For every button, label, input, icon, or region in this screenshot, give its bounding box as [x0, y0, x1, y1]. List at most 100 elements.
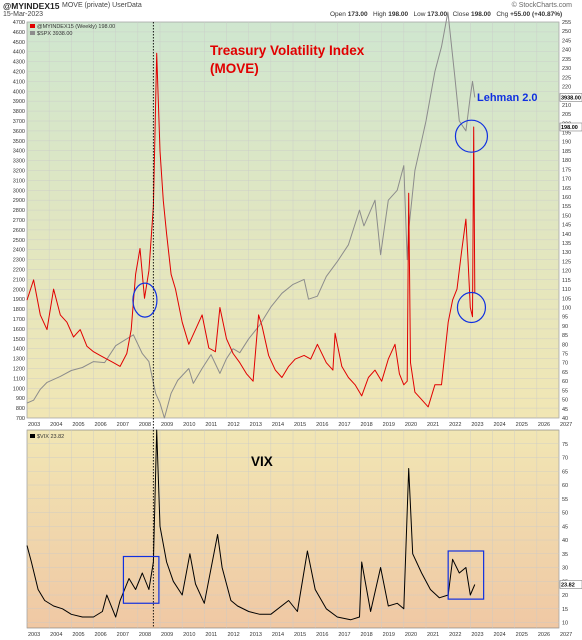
top-x-tick-label: 2006	[95, 422, 107, 428]
move-series-line	[26, 52, 476, 408]
chg-label: Chg	[496, 11, 509, 18]
bottom-x-tick-label: 2013	[250, 632, 262, 638]
y-left-tick-label: 1500	[13, 337, 25, 343]
y-left-tick-label: 4200	[13, 70, 25, 76]
top-x-tick-label: 2014	[272, 422, 284, 428]
open-label: Open	[330, 11, 346, 18]
legend-entry: $SPX 3938.00	[37, 31, 72, 37]
y-right-tick-label: 230	[562, 66, 571, 72]
top-x-tick-label: 2016	[316, 422, 328, 428]
vix-y-tick-label: 45	[562, 524, 568, 530]
last-value-tag: 198.00	[561, 125, 578, 131]
spx-series-line	[26, 11, 476, 419]
top-x-tick-label: 2020	[405, 422, 417, 428]
top-x-tick-label: 2015	[294, 422, 306, 428]
y-right-tick-label: 235	[562, 57, 571, 63]
top-x-tick-label: 2023	[471, 422, 483, 428]
top-x-tick-label: 2018	[361, 422, 373, 428]
y-left-tick-label: 4300	[13, 60, 25, 66]
y-right-tick-label: 160	[562, 195, 571, 201]
top-x-tick-label: 2026	[538, 422, 550, 428]
bottom-x-tick-label: 2008	[139, 632, 151, 638]
vix-y-tick-label: 35	[562, 552, 568, 558]
y-left-tick-label: 2600	[13, 228, 25, 234]
y-right-tick-label: 50	[562, 398, 568, 404]
y-left-tick-label: 3700	[13, 119, 25, 125]
y-right-tick-label: 145	[562, 223, 571, 229]
annotation-lehman: Lehman 2.0	[477, 92, 538, 104]
top-x-tick-label: 2005	[72, 422, 84, 428]
y-right-tick-label: 110	[562, 287, 571, 293]
y-right-tick-label: 140	[562, 232, 571, 238]
annotation-circle-2023-low	[456, 291, 487, 324]
annotation-box-vix-2023	[447, 550, 485, 600]
y-right-tick-label: 205	[562, 112, 571, 118]
y-left-tick-label: 2700	[13, 218, 25, 224]
bottom-x-tick-label: 2020	[405, 632, 417, 638]
bottom-x-tick-label: 2015	[294, 632, 306, 638]
bottom-x-tick-label: 2021	[427, 632, 439, 638]
bottom-x-tick-label: 2003	[28, 632, 40, 638]
y-right-tick-label: 80	[562, 342, 568, 348]
bottom-x-tick-label: 2022	[449, 632, 461, 638]
y-right-tick-label: 165	[562, 186, 571, 192]
date-label: 15-Mar-2023	[3, 11, 44, 18]
vix-series-line	[26, 429, 476, 621]
bottom-x-tick-label: 2024	[494, 632, 506, 638]
close-value: 198.00	[471, 11, 491, 18]
vix-y-tick-label: 10	[562, 621, 568, 627]
chart-header: @MYINDEX15 MOVE (private) UserData 15-Ma…	[0, 0, 582, 22]
y-left-tick-label: 2000	[13, 287, 25, 293]
vix-legend-swatch	[30, 434, 35, 438]
y-right-tick-label: 185	[562, 149, 571, 155]
y-left-tick-label: 700	[16, 416, 25, 422]
close-label: Close	[452, 11, 470, 18]
y-left-tick-label: 2400	[13, 248, 25, 254]
y-right-tick-label: 55	[562, 388, 568, 394]
top-x-tick-label: 2025	[516, 422, 528, 428]
ohlc-readout: Open 173.00 High 198.00 Low 173.00 Close…	[330, 11, 562, 18]
y-right-tick-label: 120	[562, 269, 571, 275]
y-right-tick-label: 90	[562, 324, 568, 330]
vix-y-tick-label: 40	[562, 538, 568, 544]
last-value-tag: 3938.00	[561, 95, 581, 101]
vix-y-tick-label: 50	[562, 511, 568, 517]
y-right-tick-label: 75	[562, 352, 568, 358]
y-right-tick-label: 85	[562, 333, 568, 339]
y-right-tick-label: 70	[562, 361, 568, 367]
y-left-tick-label: 900	[16, 396, 25, 402]
top-x-tick-label: 2027	[560, 422, 572, 428]
y-right-tick-label: 210	[562, 103, 571, 109]
symbol-description: MOVE (private) UserData	[62, 2, 142, 9]
top-x-tick-label: 2008	[139, 422, 151, 428]
y-left-tick-label: 2200	[13, 268, 25, 274]
y-right-tick-label: 45	[562, 407, 568, 413]
y-left-tick-label: 4700	[13, 20, 25, 26]
y-left-tick-label: 1100	[13, 376, 25, 382]
y-left-tick-label: 1600	[13, 327, 25, 333]
vix-y-tick-label: 60	[562, 483, 568, 489]
vix-legend-entry: $VIX 23.82	[37, 434, 64, 440]
y-left-tick-label: 3800	[13, 109, 25, 115]
y-left-tick-label: 2900	[13, 198, 25, 204]
stockcharts-watermark: © StockCharts.com	[511, 2, 572, 9]
bottom-x-tick-label: 2009	[161, 632, 173, 638]
y-right-tick-label: 195	[562, 131, 571, 137]
y-right-tick-label: 125	[562, 259, 571, 265]
bottom-x-tick-label: 2006	[95, 632, 107, 638]
last-value-tag-box	[559, 93, 582, 102]
gridlines	[26, 21, 560, 628]
vix-last-value-tag: 23.82	[561, 582, 575, 588]
legend-entry: @MYINDEX15 (Weekly) 198.00	[37, 24, 115, 30]
annotation-title-line1: Treasury Volatility Index	[210, 43, 365, 58]
y-right-tick-label: 250	[562, 29, 571, 35]
y-left-tick-label: 3300	[13, 159, 25, 165]
top-x-tick-label: 2017	[338, 422, 350, 428]
y-right-tick-label: 60	[562, 379, 568, 385]
low-value: 173.00	[427, 11, 448, 18]
y-left-tick-label: 1800	[13, 307, 25, 313]
top-x-tick-label: 2003	[28, 422, 40, 428]
y-left-tick-label: 3200	[13, 169, 25, 175]
y-right-tick-label: 245	[562, 38, 571, 44]
